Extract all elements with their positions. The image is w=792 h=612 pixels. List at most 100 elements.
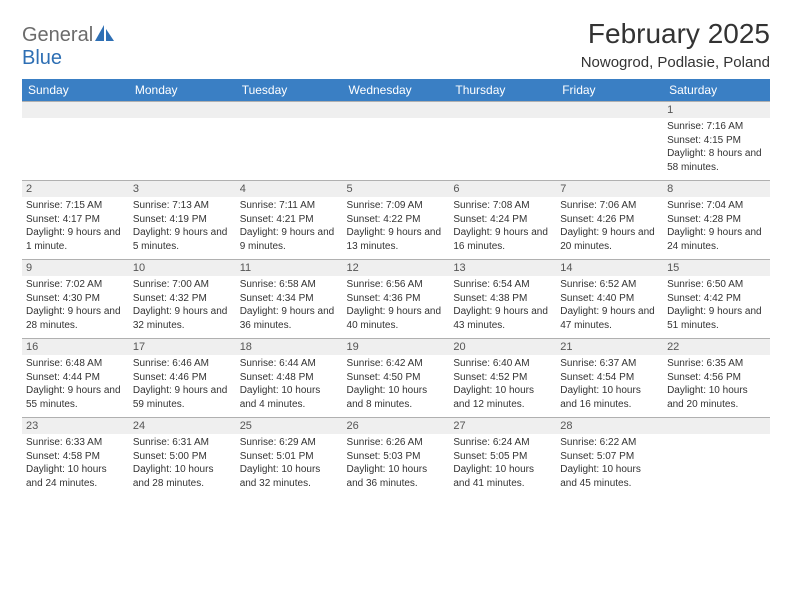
day-number-cell: 25 <box>236 417 343 434</box>
sail-icon <box>95 25 115 46</box>
weekday-monday: Monday <box>129 79 236 101</box>
day-number-cell: 6 <box>449 180 556 197</box>
day-content-row: Sunrise: 7:02 AMSunset: 4:30 PMDaylight:… <box>22 276 770 338</box>
day-number-cell: 26 <box>343 417 450 434</box>
day-number-cell: 27 <box>449 417 556 434</box>
day-number-cell <box>663 417 770 434</box>
day-number-cell: 20 <box>449 338 556 355</box>
day-number-cell: 21 <box>556 338 663 355</box>
day-content-cell <box>236 118 343 180</box>
location-text: Nowogrod, Podlasie, Poland <box>581 54 770 71</box>
day-content-cell <box>343 118 450 180</box>
day-number-cell: 8 <box>663 180 770 197</box>
day-number-row: 9101112131415 <box>22 259 770 276</box>
day-content-cell <box>22 118 129 180</box>
day-number-cell <box>449 101 556 118</box>
day-number-cell <box>236 101 343 118</box>
calendar-table: Sunday Monday Tuesday Wednesday Thursday… <box>22 79 770 496</box>
day-number-cell: 3 <box>129 180 236 197</box>
day-number-cell: 13 <box>449 259 556 276</box>
day-number-cell: 10 <box>129 259 236 276</box>
page-header: General Blue February 2025 Nowogrod, Pod… <box>22 18 770 71</box>
day-number-row: 2345678 <box>22 180 770 197</box>
day-number-cell <box>129 101 236 118</box>
day-number-cell: 18 <box>236 338 343 355</box>
day-number-row: 16171819202122 <box>22 338 770 355</box>
day-number-cell: 17 <box>129 338 236 355</box>
day-content-cell: Sunrise: 6:24 AMSunset: 5:05 PMDaylight:… <box>449 434 556 496</box>
day-number-cell: 19 <box>343 338 450 355</box>
day-number-cell: 28 <box>556 417 663 434</box>
day-content-cell: Sunrise: 7:11 AMSunset: 4:21 PMDaylight:… <box>236 197 343 259</box>
day-content-cell: Sunrise: 6:40 AMSunset: 4:52 PMDaylight:… <box>449 355 556 417</box>
day-content-row: Sunrise: 6:48 AMSunset: 4:44 PMDaylight:… <box>22 355 770 417</box>
day-number-cell: 1 <box>663 101 770 118</box>
day-content-cell: Sunrise: 6:48 AMSunset: 4:44 PMDaylight:… <box>22 355 129 417</box>
day-content-cell: Sunrise: 6:50 AMSunset: 4:42 PMDaylight:… <box>663 276 770 338</box>
logo-word-general: General <box>22 24 93 46</box>
day-content-cell: Sunrise: 6:58 AMSunset: 4:34 PMDaylight:… <box>236 276 343 338</box>
weekday-tuesday: Tuesday <box>236 79 343 101</box>
day-number-cell: 24 <box>129 417 236 434</box>
day-content-cell: Sunrise: 7:02 AMSunset: 4:30 PMDaylight:… <box>22 276 129 338</box>
weekday-sunday: Sunday <box>22 79 129 101</box>
day-number-cell: 16 <box>22 338 129 355</box>
day-content-cell: Sunrise: 6:46 AMSunset: 4:46 PMDaylight:… <box>129 355 236 417</box>
day-number-cell <box>22 101 129 118</box>
day-content-cell: Sunrise: 7:13 AMSunset: 4:19 PMDaylight:… <box>129 197 236 259</box>
day-number-cell: 7 <box>556 180 663 197</box>
day-content-cell <box>449 118 556 180</box>
day-content-cell: Sunrise: 6:35 AMSunset: 4:56 PMDaylight:… <box>663 355 770 417</box>
calendar-page: General Blue February 2025 Nowogrod, Pod… <box>0 0 792 514</box>
day-number-cell <box>556 101 663 118</box>
day-number-cell: 15 <box>663 259 770 276</box>
day-content-cell: Sunrise: 7:08 AMSunset: 4:24 PMDaylight:… <box>449 197 556 259</box>
day-content-cell: Sunrise: 6:37 AMSunset: 4:54 PMDaylight:… <box>556 355 663 417</box>
day-content-cell: Sunrise: 7:09 AMSunset: 4:22 PMDaylight:… <box>343 197 450 259</box>
weekday-thursday: Thursday <box>449 79 556 101</box>
weekday-wednesday: Wednesday <box>343 79 450 101</box>
day-content-cell: Sunrise: 7:06 AMSunset: 4:26 PMDaylight:… <box>556 197 663 259</box>
day-content-cell <box>129 118 236 180</box>
day-number-row: 1 <box>22 101 770 118</box>
day-content-cell <box>556 118 663 180</box>
day-content-cell: Sunrise: 6:26 AMSunset: 5:03 PMDaylight:… <box>343 434 450 496</box>
brand-logo: General Blue <box>22 18 115 70</box>
day-content-cell <box>663 434 770 496</box>
day-content-cell: Sunrise: 6:31 AMSunset: 5:00 PMDaylight:… <box>129 434 236 496</box>
month-title: February 2025 <box>581 18 770 50</box>
weekday-header-row: Sunday Monday Tuesday Wednesday Thursday… <box>22 79 770 101</box>
day-number-cell: 12 <box>343 259 450 276</box>
day-number-cell: 4 <box>236 180 343 197</box>
day-number-cell: 14 <box>556 259 663 276</box>
day-number-cell <box>343 101 450 118</box>
day-content-cell: Sunrise: 6:54 AMSunset: 4:38 PMDaylight:… <box>449 276 556 338</box>
day-content-cell: Sunrise: 6:44 AMSunset: 4:48 PMDaylight:… <box>236 355 343 417</box>
logo-text: General Blue <box>22 24 115 70</box>
day-content-row: Sunrise: 7:15 AMSunset: 4:17 PMDaylight:… <box>22 197 770 259</box>
day-number-cell: 22 <box>663 338 770 355</box>
day-number-cell: 2 <box>22 180 129 197</box>
day-content-cell: Sunrise: 6:56 AMSunset: 4:36 PMDaylight:… <box>343 276 450 338</box>
day-content-cell: Sunrise: 6:29 AMSunset: 5:01 PMDaylight:… <box>236 434 343 496</box>
day-number-cell: 9 <box>22 259 129 276</box>
day-content-cell: Sunrise: 6:42 AMSunset: 4:50 PMDaylight:… <box>343 355 450 417</box>
weekday-saturday: Saturday <box>663 79 770 101</box>
day-content-row: Sunrise: 6:33 AMSunset: 4:58 PMDaylight:… <box>22 434 770 496</box>
calendar-body: 1Sunrise: 7:16 AMSunset: 4:15 PMDaylight… <box>22 101 770 496</box>
day-content-cell: Sunrise: 7:04 AMSunset: 4:28 PMDaylight:… <box>663 197 770 259</box>
title-block: February 2025 Nowogrod, Podlasie, Poland <box>581 18 770 71</box>
day-content-cell: Sunrise: 6:33 AMSunset: 4:58 PMDaylight:… <box>22 434 129 496</box>
logo-word-blue: Blue <box>22 47 62 69</box>
day-content-cell: Sunrise: 7:15 AMSunset: 4:17 PMDaylight:… <box>22 197 129 259</box>
day-number-cell: 5 <box>343 180 450 197</box>
day-content-cell: Sunrise: 6:52 AMSunset: 4:40 PMDaylight:… <box>556 276 663 338</box>
day-content-cell: Sunrise: 7:00 AMSunset: 4:32 PMDaylight:… <box>129 276 236 338</box>
day-content-cell: Sunrise: 7:16 AMSunset: 4:15 PMDaylight:… <box>663 118 770 180</box>
day-content-row: Sunrise: 7:16 AMSunset: 4:15 PMDaylight:… <box>22 118 770 180</box>
day-content-cell: Sunrise: 6:22 AMSunset: 5:07 PMDaylight:… <box>556 434 663 496</box>
day-number-cell: 11 <box>236 259 343 276</box>
day-number-cell: 23 <box>22 417 129 434</box>
day-number-row: 232425262728 <box>22 417 770 434</box>
weekday-friday: Friday <box>556 79 663 101</box>
